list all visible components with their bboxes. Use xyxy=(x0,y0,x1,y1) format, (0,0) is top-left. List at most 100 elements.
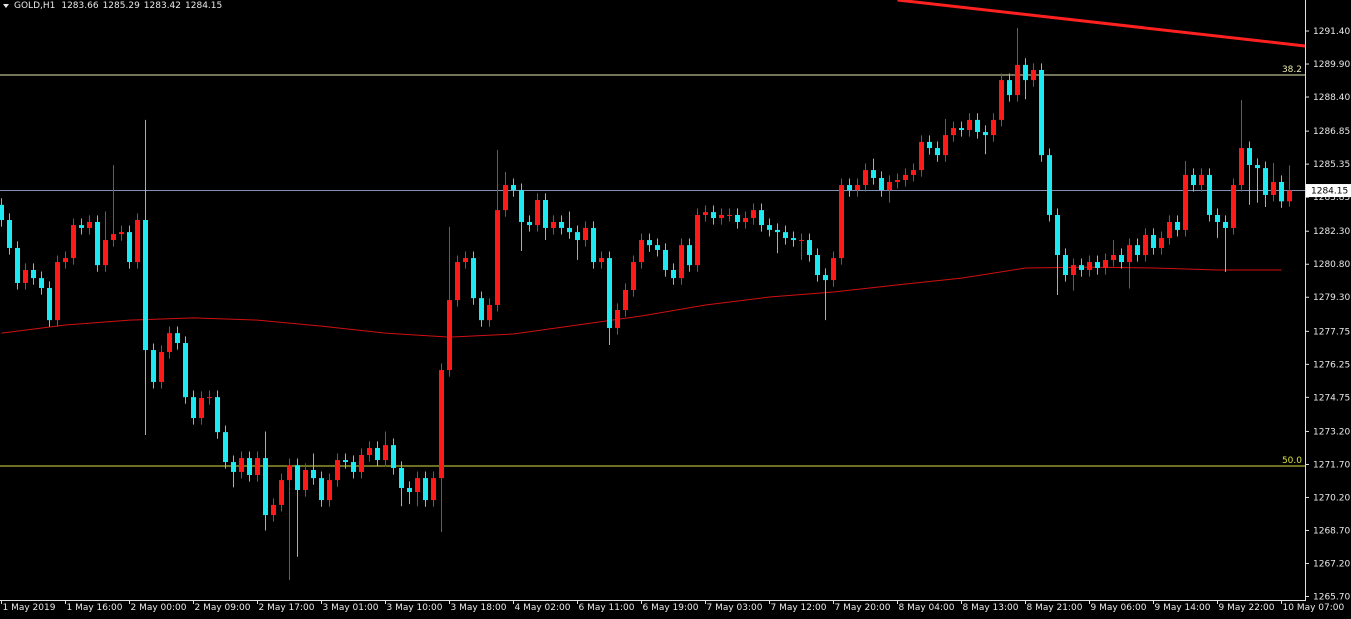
candle-body xyxy=(959,128,964,131)
x-tick-label: 2 May 17:00 xyxy=(259,603,315,613)
x-tick-label: 2 May 00:00 xyxy=(131,603,187,613)
candle-body xyxy=(199,398,204,419)
candle-body xyxy=(615,310,620,329)
candle-body xyxy=(351,462,356,472)
candle-body xyxy=(503,185,508,211)
y-tick-label: 1285.35 xyxy=(1313,160,1350,170)
candle-body xyxy=(439,370,444,479)
header-arrow xyxy=(3,4,9,8)
candle-body xyxy=(967,119,972,131)
candle-body xyxy=(391,445,396,468)
candle-body xyxy=(31,269,36,279)
candle-body xyxy=(167,333,172,353)
level-label: 50.0 xyxy=(1282,456,1302,466)
candle-body xyxy=(175,333,180,344)
candle-body xyxy=(799,240,804,242)
candle-body xyxy=(1103,260,1108,268)
candle-body xyxy=(991,119,996,136)
candle-body xyxy=(303,469,308,490)
current-price-box xyxy=(1306,184,1351,198)
candle-body xyxy=(839,185,844,259)
candle-body xyxy=(679,245,684,279)
candle-body xyxy=(1143,234,1148,256)
x-tick-label: 4 May 02:00 xyxy=(515,603,571,613)
y-tick-label: 1267.20 xyxy=(1313,559,1350,569)
candle-body xyxy=(1255,165,1260,169)
candle-body xyxy=(231,462,236,472)
candle-body xyxy=(359,455,364,472)
candle-body xyxy=(127,232,132,263)
candle-body xyxy=(983,132,988,136)
candle-body xyxy=(431,478,436,501)
candle-body xyxy=(1095,262,1100,268)
candle-body xyxy=(263,458,268,516)
candle-body xyxy=(463,258,468,263)
candle-body xyxy=(335,460,340,481)
moving-average xyxy=(1,266,1282,338)
y-tick-label: 1283.85 xyxy=(1313,193,1350,203)
candle-body xyxy=(279,480,284,505)
candle-body xyxy=(727,214,732,216)
candle-body xyxy=(1127,245,1132,263)
candle-body xyxy=(1215,214,1220,223)
candle-body xyxy=(159,352,164,382)
candle-body xyxy=(567,227,572,233)
candle-body xyxy=(71,225,76,259)
x-tick-label: 7 May 03:00 xyxy=(707,603,763,613)
candle-body xyxy=(7,220,12,248)
candle-body xyxy=(487,304,492,321)
candle-body xyxy=(223,432,228,463)
candle-body xyxy=(23,269,28,283)
y-tick-label: 1291.40 xyxy=(1313,27,1350,37)
candle-body xyxy=(847,185,852,191)
candle-body xyxy=(311,469,316,479)
y-tick-label: 1271.70 xyxy=(1313,460,1350,470)
y-tick-label: 1270.20 xyxy=(1313,493,1350,503)
current-price-label: 1284.15 xyxy=(1311,187,1348,197)
candle-body xyxy=(367,447,372,456)
candle-body xyxy=(1159,238,1164,248)
candle-body xyxy=(1183,174,1188,230)
y-tick-label: 1286.85 xyxy=(1313,127,1350,137)
candle-body xyxy=(1167,222,1172,239)
candle-body xyxy=(559,222,564,228)
candle-body xyxy=(15,247,20,283)
candle-body xyxy=(911,170,916,175)
header: GOLD,H1 1283.66 1285.29 1283.42 1284.15 xyxy=(14,1,222,11)
y-tick-label: 1277.75 xyxy=(1313,327,1350,337)
candle-body xyxy=(1039,69,1044,156)
candle-body xyxy=(599,258,604,263)
candle-body xyxy=(215,397,220,433)
candle-body xyxy=(1287,190,1292,202)
candle-body xyxy=(295,465,300,490)
x-tick-label: 9 May 06:00 xyxy=(1091,603,1147,613)
candle-body xyxy=(287,465,292,481)
candle-body xyxy=(951,128,956,136)
candle-body xyxy=(543,200,548,228)
y-tick-label: 1265.70 xyxy=(1313,592,1350,602)
x-tick-label: 9 May 22:00 xyxy=(1219,603,1275,613)
symbol: GOLD,H1 xyxy=(14,1,55,11)
candle-body xyxy=(735,214,740,223)
candle-body xyxy=(343,460,348,463)
candle-body xyxy=(271,504,276,516)
candle-body xyxy=(575,232,580,241)
candle-body xyxy=(1175,222,1180,230)
candle-body xyxy=(447,300,452,371)
candle-body xyxy=(327,480,332,501)
candle-body xyxy=(687,245,692,266)
candle-body xyxy=(79,225,84,228)
candle-body xyxy=(895,179,900,182)
x-tick-label: 1 May 16:00 xyxy=(67,603,123,613)
y-tick-label: 1273.20 xyxy=(1313,427,1350,437)
candle-body xyxy=(919,141,924,171)
candle-body xyxy=(719,214,724,219)
candle-body xyxy=(583,227,588,241)
x-tick-label: 9 May 14:00 xyxy=(1155,603,1211,613)
candle-body xyxy=(775,229,780,233)
candle-body xyxy=(471,258,476,299)
candle-body xyxy=(1199,174,1204,186)
candle-body xyxy=(999,80,1004,120)
